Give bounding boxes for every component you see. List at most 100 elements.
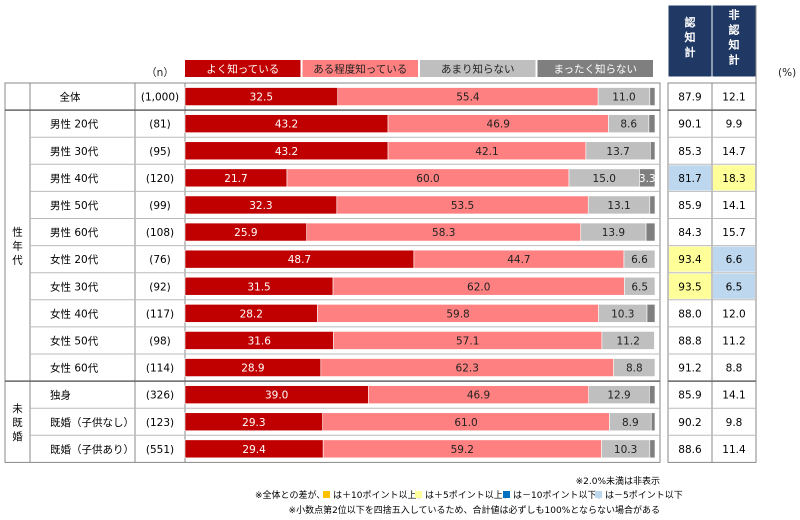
- bar-value-label: 15.0: [593, 173, 616, 185]
- summary-header-label: 認: [729, 23, 740, 37]
- row-n: (551): [146, 444, 174, 456]
- summary-header-label: 非: [729, 8, 740, 22]
- group-label: 婚: [12, 430, 23, 443]
- bar-segment: [649, 385, 656, 404]
- bar-value-label: 11.0: [612, 92, 635, 104]
- row-label: 女性 30代: [50, 280, 99, 293]
- row-n: (114): [146, 363, 174, 375]
- bar-value-label: 44.7: [507, 254, 530, 266]
- note-diff-intro: ※全体との差が、: [255, 489, 325, 501]
- group-label: 未: [12, 403, 23, 415]
- aware-value: 88.8: [678, 335, 701, 347]
- note-color-marker: [595, 491, 602, 498]
- legend-label: あまり知らない: [441, 63, 515, 76]
- bar-segment: [623, 249, 656, 269]
- note-color-marker: [415, 491, 422, 498]
- bar-value-label: 59.8: [446, 308, 469, 320]
- unaware-highlight: [713, 246, 755, 272]
- bar-value-label: 28.2: [240, 308, 263, 320]
- summary-header-label: 認: [685, 15, 696, 29]
- aware-value: 85.3: [678, 146, 701, 158]
- unaware-value: 6.6: [726, 254, 743, 266]
- row-n: (1,000): [141, 92, 179, 104]
- group-label: 年: [12, 240, 23, 253]
- unaware-highlight: [713, 165, 755, 191]
- row-label: 女性 20代: [50, 253, 99, 266]
- bar-value-label: 32.5: [250, 92, 273, 104]
- bar-value-label: 32.3: [249, 200, 272, 212]
- bar-value-label: 58.3: [432, 227, 455, 239]
- bar-value-label: 8.8: [626, 363, 643, 375]
- bar-segment: [650, 412, 656, 432]
- bar-value-label: 53.5: [451, 200, 474, 212]
- summary-header-label: 計: [729, 53, 740, 67]
- note-diff-label: は－5ポイント以下: [605, 490, 683, 501]
- row-n: (76): [149, 254, 171, 266]
- row-label: 男性 50代: [50, 199, 99, 212]
- bar-value-label: 8.6: [620, 119, 637, 131]
- bar-value-label: 6.6: [631, 254, 648, 266]
- aware-highlight: [669, 273, 711, 299]
- row-label: 男性 30代: [50, 145, 99, 158]
- row-label: 男性 60代: [50, 226, 99, 239]
- unaware-value: 12.1: [722, 92, 745, 104]
- unaware-value: 6.5: [726, 281, 743, 293]
- row-label: 既婚（子供あり）: [50, 443, 134, 456]
- percent-unit: (%): [778, 67, 796, 79]
- row-label: 男性 20代: [50, 118, 99, 131]
- row-label: 女性 60代: [50, 362, 99, 375]
- unaware-value: 15.7: [722, 227, 745, 239]
- row-n: (95): [149, 146, 171, 158]
- bar-value-label: 8.9: [622, 417, 639, 429]
- bar-value-label: 6.5: [631, 281, 648, 293]
- aware-value: 88.6: [678, 444, 702, 456]
- note-color-marker: [323, 491, 330, 498]
- summary-header-label: 計: [685, 45, 696, 59]
- unaware-highlight: [713, 273, 755, 299]
- summary-header-label: 知: [684, 30, 696, 44]
- aware-highlight: [669, 246, 711, 272]
- bar-value-label: 46.9: [487, 119, 510, 131]
- bar-value-label: 55.4: [456, 92, 480, 104]
- bar-value-label: 48.7: [288, 254, 311, 266]
- legend-label: よく知っている: [206, 63, 279, 76]
- row-n: (98): [149, 335, 171, 347]
- bar-segment: [639, 168, 656, 188]
- bar-value-label: 62.3: [456, 363, 479, 375]
- bar-value-label: 31.5: [247, 281, 270, 293]
- aware-value: 93.4: [678, 254, 702, 266]
- bar-segment: [649, 439, 656, 459]
- group-label: 性: [12, 226, 23, 239]
- summary-header-box: [711, 4, 757, 78]
- bar-value-label: 13.9: [602, 227, 625, 239]
- note-color-marker: [503, 491, 510, 498]
- bar-value-label: 28.9: [241, 363, 264, 375]
- bar-value-label: 43.2: [275, 146, 298, 158]
- aware-value: 84.3: [678, 227, 701, 239]
- bar-value-label: 46.9: [467, 390, 490, 402]
- bar-value-label: 42.1: [475, 146, 498, 158]
- bar-segment: [645, 222, 656, 242]
- row-label: 全体: [60, 91, 81, 104]
- unaware-value: 14.1: [722, 390, 745, 402]
- note-diff-label: は＋5ポイント以上、: [425, 490, 512, 501]
- bar-value-label: 59.2: [451, 444, 474, 456]
- row-n: (99): [149, 200, 171, 212]
- bar-value-label: 60.0: [416, 173, 439, 185]
- legend-label: ある程度知っている: [313, 63, 407, 76]
- bar-value-label: 12.9: [607, 390, 630, 402]
- aware-value: 85.9: [678, 390, 701, 402]
- row-label: 既婚（子供なし）: [50, 416, 134, 429]
- unaware-value: 8.8: [726, 363, 743, 375]
- group-label: 代: [12, 255, 23, 267]
- unaware-value: 9.8: [726, 417, 743, 429]
- bar-segment: [624, 276, 656, 296]
- row-n: (120): [146, 173, 174, 185]
- bar-value-label: 11.2: [617, 335, 640, 347]
- bar-value-label: 13.7: [606, 146, 629, 158]
- note-diff-label: は－10ポイント以下、: [513, 490, 605, 501]
- aware-value: 88.0: [678, 308, 701, 320]
- aware-value: 91.2: [678, 363, 701, 375]
- row-n: (117): [146, 308, 174, 320]
- bar-value-label: 25.9: [234, 227, 257, 239]
